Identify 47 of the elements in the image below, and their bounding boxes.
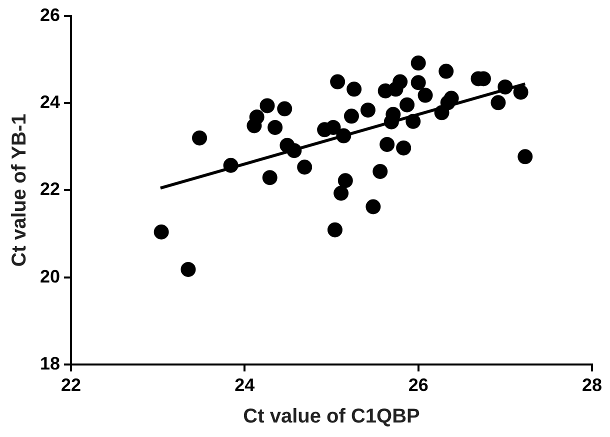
- point: [380, 136, 395, 152]
- point: [396, 140, 412, 156]
- y-tick-label: 20: [40, 266, 60, 286]
- point: [438, 64, 454, 79]
- x-tick-label: 26: [408, 375, 428, 396]
- point: [366, 199, 381, 214]
- point: [154, 224, 169, 240]
- point: [338, 173, 353, 188]
- point: [406, 114, 421, 129]
- point: [336, 128, 352, 144]
- y-axis-title: Ct value of YB-1: [8, 114, 31, 267]
- y-tick-label: 24: [40, 92, 60, 112]
- point: [327, 222, 342, 238]
- point: [490, 95, 506, 110]
- point: [418, 88, 433, 103]
- point: [180, 262, 196, 277]
- y-tick-label: 26: [40, 4, 60, 25]
- x-tick-label: 28: [582, 375, 602, 396]
- point: [249, 110, 264, 125]
- point: [192, 130, 208, 146]
- point: [277, 101, 292, 116]
- y-tick-label: 18: [40, 353, 60, 374]
- x-axis-title: Ct value of C1QBP: [243, 406, 420, 428]
- point: [410, 56, 426, 71]
- point: [360, 102, 376, 118]
- point: [392, 74, 408, 90]
- point: [346, 82, 362, 97]
- point: [498, 79, 513, 94]
- point: [440, 95, 456, 110]
- point: [260, 98, 275, 114]
- point: [410, 75, 426, 90]
- point: [223, 158, 238, 173]
- point: [372, 164, 388, 179]
- point: [286, 143, 302, 158]
- point: [262, 170, 278, 186]
- x-tick-label: 22: [61, 375, 82, 396]
- point: [330, 74, 346, 90]
- x-tick-label: 24: [234, 375, 255, 396]
- point: [518, 149, 533, 164]
- point: [297, 160, 312, 175]
- point: [268, 120, 283, 135]
- point: [513, 84, 528, 100]
- point: [400, 97, 415, 112]
- y-tick-label: 22: [40, 179, 60, 200]
- point: [326, 120, 341, 135]
- point: [334, 186, 349, 201]
- point: [344, 108, 359, 124]
